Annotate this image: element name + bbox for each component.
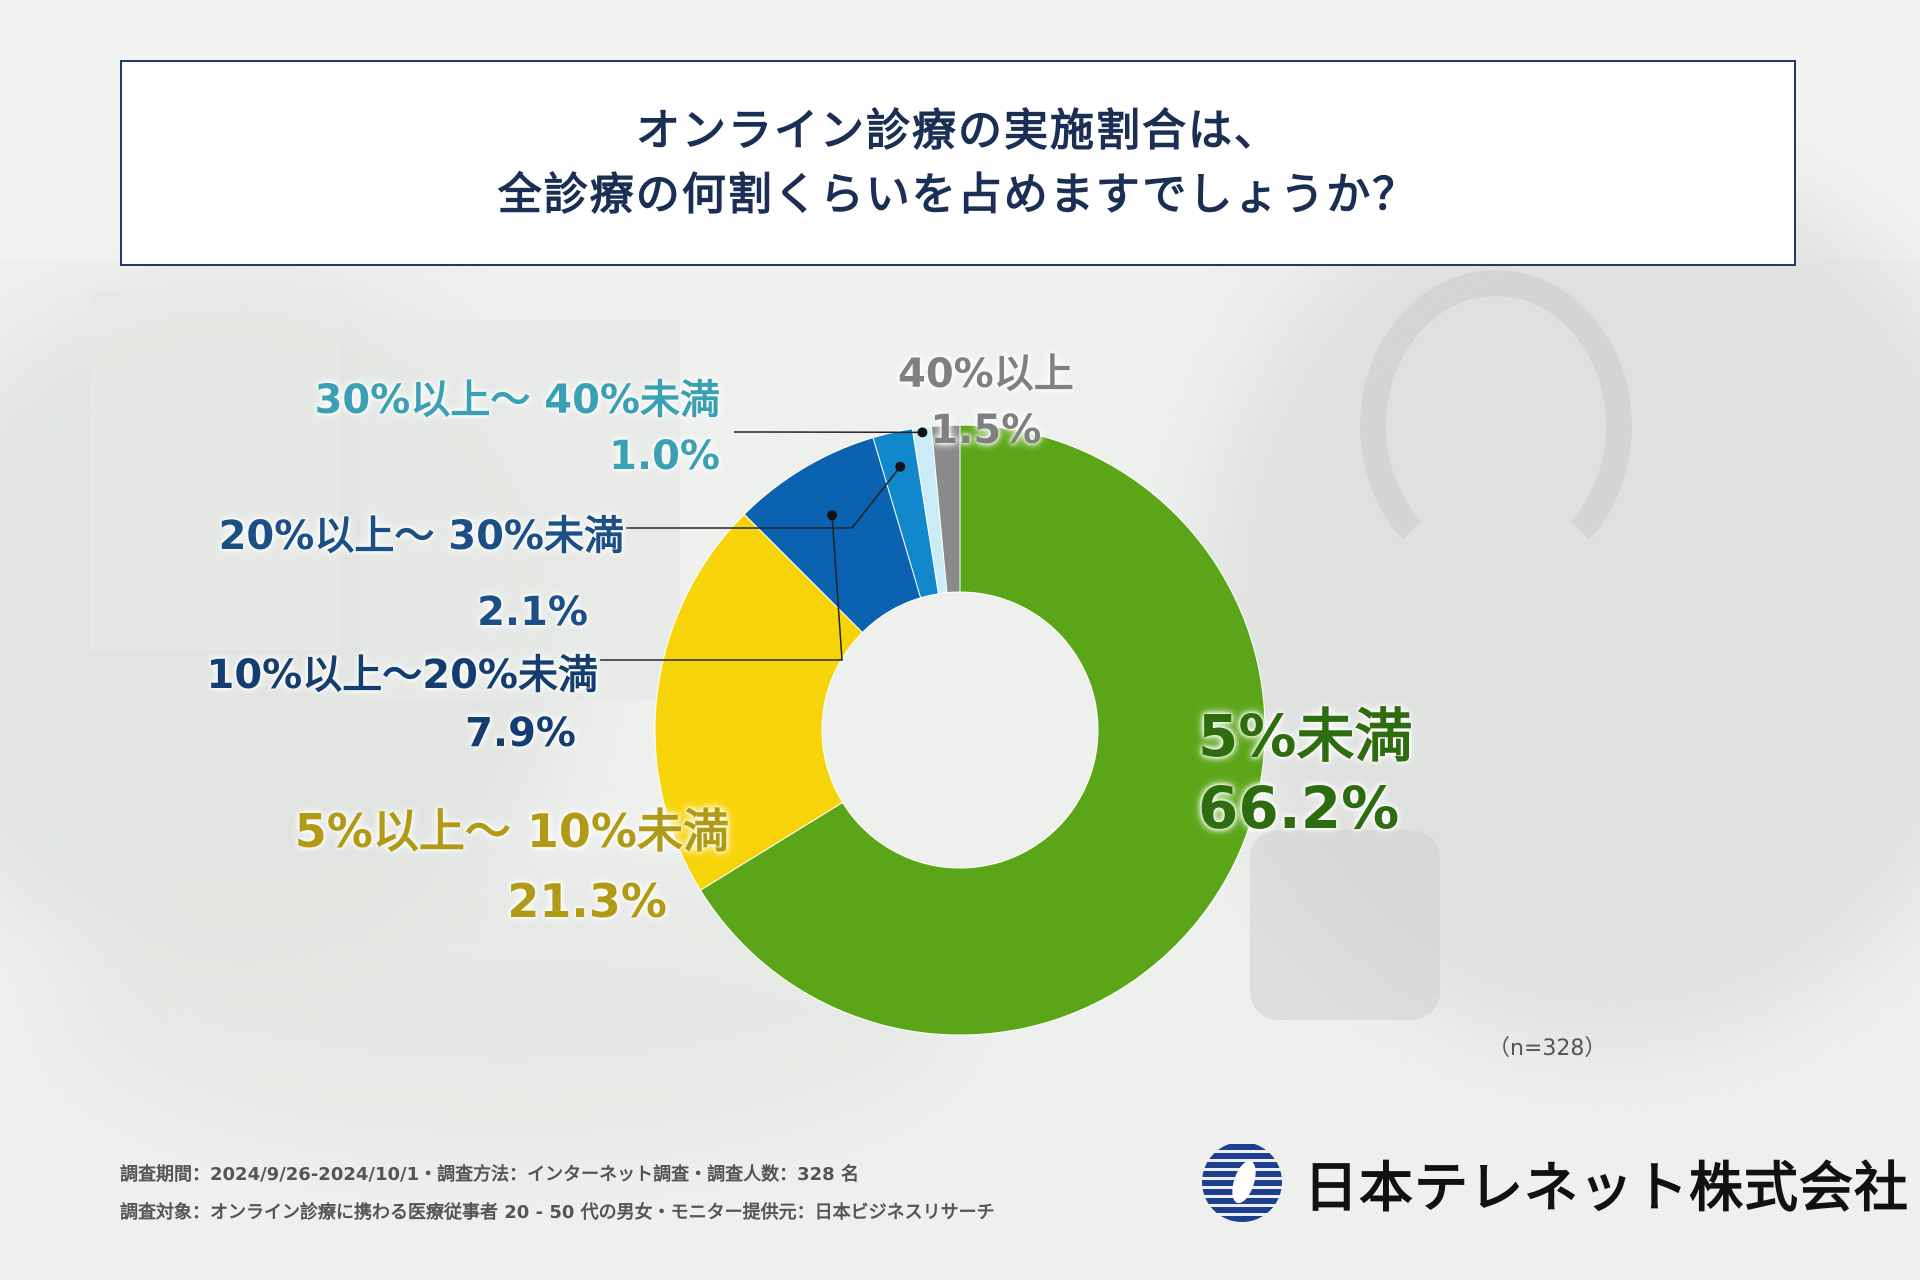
label-5-10-name: 5%以上～ 10%未満 (294, 804, 729, 858)
survey-period-text: 調査期間：2024/9/26-2024/10/1・調査方法：インターネット調査・… (120, 1164, 859, 1185)
label-10-20-value: 7.9% (465, 710, 576, 756)
label-over-40-name: 40%以上 (898, 351, 1074, 397)
logo-stripe (1202, 1216, 1282, 1222)
logo-stripe (1202, 1153, 1282, 1159)
label-20-30-value: 2.1% (477, 589, 588, 635)
slice-under-5 (699, 424, 1266, 1036)
slice-over-40 (930, 424, 961, 594)
company-name: 日本テレネット株式会社 (1304, 1155, 1909, 1219)
label-30-40-name: 30%以上～ 40%未満 (314, 377, 720, 423)
leader-line-10-20 (600, 515, 843, 661)
logo-stripe (1202, 1144, 1282, 1150)
leader-line-20-30 (626, 466, 901, 529)
label-10-20-name: 10%以上～20%未満 (206, 652, 598, 698)
company-logo-icon (1202, 1144, 1282, 1222)
logo-stripe (1202, 1162, 1282, 1168)
company-logo: 日本テレネット株式会社 (1200, 1140, 1909, 1224)
logo-stripe (1202, 1207, 1282, 1213)
label-over-40: 40%以上 1.5% (898, 346, 1074, 458)
title-line-1: オンライン診療の実施割合は、 (636, 105, 1280, 156)
label-20-30: 20%以上～ 30%未満 2.1% (160, 498, 624, 650)
label-10-20: 10%以上～20%未満 7.9% (150, 646, 598, 762)
leader-dot-30-40 (917, 427, 928, 438)
label-30-40: 30%以上～ 40%未満 1.0% (250, 372, 720, 484)
survey-target-text: 調査対象：オンライン診療に携わる医療従事者 20 - 50 代の男女・モニター提… (120, 1202, 995, 1223)
leader-dot-20-30 (895, 461, 906, 472)
label-under-5-value: 66.2% (1198, 774, 1400, 842)
title-box: オンライン診療の実施割合は、 全診療の何割くらいを占めますでしょうか？ (120, 60, 1796, 266)
label-30-40-value: 1.0% (609, 433, 720, 479)
label-over-40-value: 1.5% (930, 407, 1042, 453)
label-5-10-value: 21.3% (507, 874, 667, 928)
label-20-30-name: 20%以上～ 30%未満 (218, 513, 624, 559)
sample-size-note: （n=328） (1488, 1036, 1607, 1061)
label-under-5: 5%未満 66.2% (1198, 700, 1412, 844)
slice-5-10 (654, 513, 864, 891)
leader-dot-10-20 (827, 510, 838, 521)
label-under-5-name: 5%未満 (1198, 702, 1413, 770)
label-5-10: 5%以上～ 10%未満 21.3% (224, 796, 729, 936)
title-line-2: 全診療の何割くらいを占めますでしょうか？ (497, 169, 1419, 220)
